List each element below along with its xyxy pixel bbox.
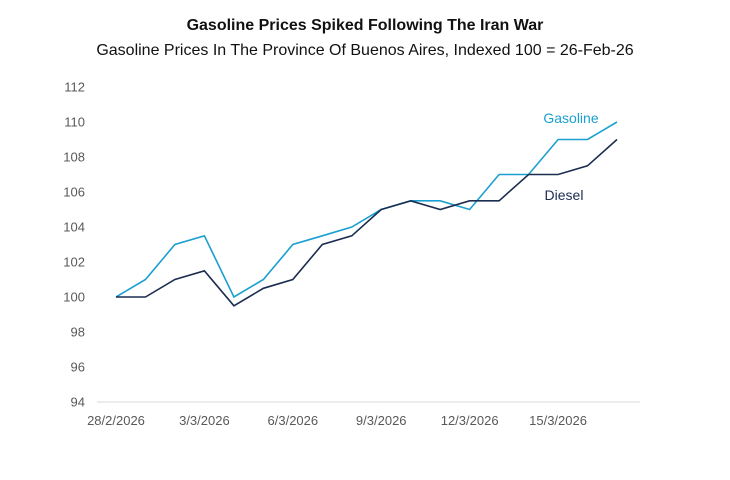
- series-line-gasoline: [115, 121, 618, 299]
- y-axis-ticks: 112 110 108 106 104 102 100 98 96 94: [63, 80, 85, 410]
- y-tick-label: 100: [63, 290, 85, 305]
- series-label-gasoline: Gasoline: [543, 110, 598, 126]
- y-tick-label: 96: [71, 360, 85, 375]
- x-tick-label: 9/3/2026: [356, 413, 407, 428]
- series-labels: Gasoline Diesel: [543, 110, 598, 203]
- series-label-diesel: Diesel: [545, 187, 584, 203]
- y-tick-label: 106: [63, 185, 85, 200]
- y-tick-label: 102: [63, 255, 85, 270]
- x-tick-label: 15/3/2026: [529, 413, 587, 428]
- series-line-diesel: [116, 138, 618, 307]
- y-tick-label: 112: [64, 80, 85, 95]
- x-tick-label: 12/3/2026: [441, 413, 499, 428]
- y-tick-label: 98: [71, 325, 85, 340]
- series-lines: [115, 121, 618, 307]
- y-tick-label: 94: [71, 395, 85, 410]
- chart-subtitle: Gasoline Prices In The Province Of Bueno…: [96, 42, 634, 59]
- x-tick-label: 28/2/2026: [87, 413, 145, 428]
- x-axis-ticks: 28/2/2026 3/3/2026 6/3/2026 9/3/2026 12/3/20…: [87, 413, 587, 428]
- x-tick-label: 3/3/2026: [179, 413, 230, 428]
- y-tick-label: 104: [63, 220, 85, 235]
- y-tick-label: 108: [63, 150, 85, 165]
- chart-title: Gasoline Prices Spiked Following The Ira…: [186, 17, 544, 34]
- y-tick-label: 110: [64, 115, 85, 130]
- x-tick-label: 6/3/2026: [268, 413, 319, 428]
